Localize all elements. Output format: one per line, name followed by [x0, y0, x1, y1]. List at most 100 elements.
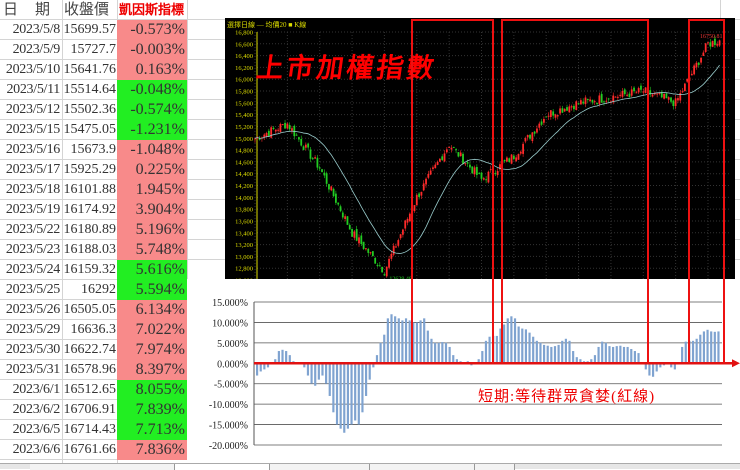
- indicator-cell[interactable]: -1.231%: [117, 120, 187, 140]
- indicator-cell[interactable]: 7.022%: [117, 320, 187, 340]
- close-cell[interactable]: 16714.43: [63, 422, 117, 437]
- indicator-cell[interactable]: -0.003%: [117, 40, 187, 60]
- candle: [522, 143, 525, 154]
- y-tick-label: 14,600: [235, 159, 253, 166]
- indicator-cell[interactable]: 5.196%: [117, 220, 187, 240]
- indicator-cell[interactable]: 5.748%: [117, 240, 187, 260]
- indicator-cell[interactable]: 8.397%: [117, 360, 187, 380]
- date-cell[interactable]: 2023/6/5: [12, 422, 61, 437]
- indicator-cell[interactable]: 3.904%: [117, 200, 187, 220]
- close-cell[interactable]: 16761.66: [63, 442, 117, 457]
- header-date[interactable]: 日 期: [3, 2, 52, 18]
- indicator-cell[interactable]: 7.713%: [117, 420, 187, 440]
- close-cell[interactable]: 16578.96: [63, 362, 117, 377]
- table-row: 2023/5/29 16636.3 7.022%: [0, 320, 187, 340]
- bar: [532, 336, 535, 364]
- candle: [651, 94, 654, 97]
- close-cell[interactable]: 15514.64: [63, 82, 117, 97]
- indicator-cell[interactable]: -1.048%: [117, 140, 187, 160]
- bar: [441, 342, 444, 364]
- indicator-cell[interactable]: -0.048%: [117, 80, 187, 100]
- date-cell[interactable]: 2023/5/31: [5, 362, 60, 377]
- ma20-line: [254, 64, 720, 254]
- bar: [394, 316, 397, 364]
- date-cell[interactable]: 2023/5/25: [5, 282, 60, 297]
- close-cell[interactable]: 16505.05: [63, 302, 117, 317]
- y-tick-label: 14,000: [235, 195, 253, 202]
- close-cell[interactable]: 16636.3: [70, 322, 117, 337]
- indicator-cell[interactable]: 0.163%: [117, 60, 187, 80]
- indicator-cell[interactable]: 7.974%: [117, 340, 187, 360]
- header-close[interactable]: 收盤價: [64, 2, 110, 18]
- date-cell[interactable]: 2023/5/8: [12, 22, 61, 37]
- close-cell[interactable]: 15502.36: [63, 102, 117, 117]
- close-cell[interactable]: 16159.32: [63, 262, 117, 277]
- sheet-tab[interactable]: [475, 464, 515, 470]
- close-cell[interactable]: 15641.76: [63, 62, 117, 77]
- close-cell[interactable]: 16174.92: [63, 202, 117, 217]
- candle: [397, 240, 400, 246]
- indicator-cell[interactable]: 7.836%: [117, 440, 187, 460]
- date-cell[interactable]: 2023/5/18: [5, 182, 60, 197]
- close-cell[interactable]: 16622.74: [63, 342, 117, 357]
- date-cell[interactable]: 2023/6/2: [12, 402, 61, 417]
- indicator-cell[interactable]: 6.134%: [117, 300, 187, 320]
- indicator-cell[interactable]: 8.055%: [117, 380, 187, 400]
- date-cell[interactable]: 2023/5/10: [5, 62, 60, 77]
- close-cell[interactable]: 15673.9: [70, 142, 117, 157]
- date-cell[interactable]: 2023/5/17: [5, 162, 60, 177]
- candle: [683, 83, 686, 92]
- date-cell[interactable]: 2023/6/6: [12, 442, 61, 457]
- bar: [397, 318, 400, 364]
- date-cell[interactable]: 2023/5/24: [5, 262, 60, 277]
- close-cell[interactable]: 16188.03: [63, 242, 117, 257]
- date-cell[interactable]: 2023/5/9: [12, 42, 61, 57]
- candle: [697, 62, 700, 65]
- date-cell[interactable]: 2023/5/23: [5, 242, 60, 257]
- close-cell[interactable]: 16292: [81, 282, 116, 297]
- close-cell[interactable]: 16512.65: [63, 382, 117, 397]
- bar: [361, 363, 364, 413]
- date-cell[interactable]: 2023/5/19: [5, 202, 60, 217]
- indicator-cell[interactable]: 1.945%: [117, 180, 187, 200]
- close-cell[interactable]: 15727.7: [70, 42, 117, 57]
- sheet-tab[interactable]: [370, 464, 475, 470]
- date-cell[interactable]: 2023/5/12: [5, 102, 60, 117]
- bar: [488, 336, 491, 364]
- sheet-tab-active[interactable]: [175, 464, 270, 470]
- indicator-cell[interactable]: 5.594%: [117, 280, 187, 300]
- date-cell[interactable]: 2023/5/30: [5, 342, 60, 357]
- candle: [686, 79, 689, 82]
- bar: [434, 342, 437, 364]
- header-indicator[interactable]: 凱因斯指標: [119, 2, 185, 17]
- close-cell[interactable]: 16101.88: [63, 182, 117, 197]
- candle: [506, 157, 508, 162]
- candle: [531, 132, 534, 141]
- indicator-cell[interactable]: -0.573%: [117, 20, 187, 40]
- date-cell[interactable]: 2023/5/29: [5, 322, 60, 337]
- close-cell[interactable]: 15699.57: [63, 22, 117, 37]
- close-cell[interactable]: 16180.89: [63, 222, 117, 237]
- indicator-cell[interactable]: 7.839%: [117, 400, 187, 420]
- candle: [533, 131, 536, 134]
- candle: [399, 234, 402, 239]
- date-cell[interactable]: 2023/5/16: [5, 142, 60, 157]
- indicator-cell[interactable]: 5.616%: [117, 260, 187, 280]
- close-cell[interactable]: 15925.29: [63, 162, 117, 177]
- date-cell[interactable]: 2023/5/15: [5, 122, 60, 137]
- date-cell[interactable]: 2023/6/1: [12, 382, 61, 397]
- sheet-tab[interactable]: [30, 464, 175, 470]
- close-cell[interactable]: 16706.91: [63, 402, 117, 417]
- candle: [600, 93, 603, 103]
- candle: [309, 149, 312, 159]
- indicator-cell[interactable]: -0.574%: [117, 100, 187, 120]
- table-row: 2023/6/1 16512.65 8.055%: [0, 380, 187, 400]
- close-cell[interactable]: 15475.05: [63, 122, 117, 137]
- date-cell[interactable]: 2023/5/26: [5, 302, 60, 317]
- indicator-cell[interactable]: 0.225%: [117, 160, 187, 180]
- date-cell[interactable]: 2023/5/11: [6, 82, 60, 97]
- candle: [559, 108, 561, 114]
- sheet-tab[interactable]: [270, 464, 370, 470]
- date-cell[interactable]: 2023/5/22: [5, 222, 60, 237]
- bar: [277, 351, 280, 364]
